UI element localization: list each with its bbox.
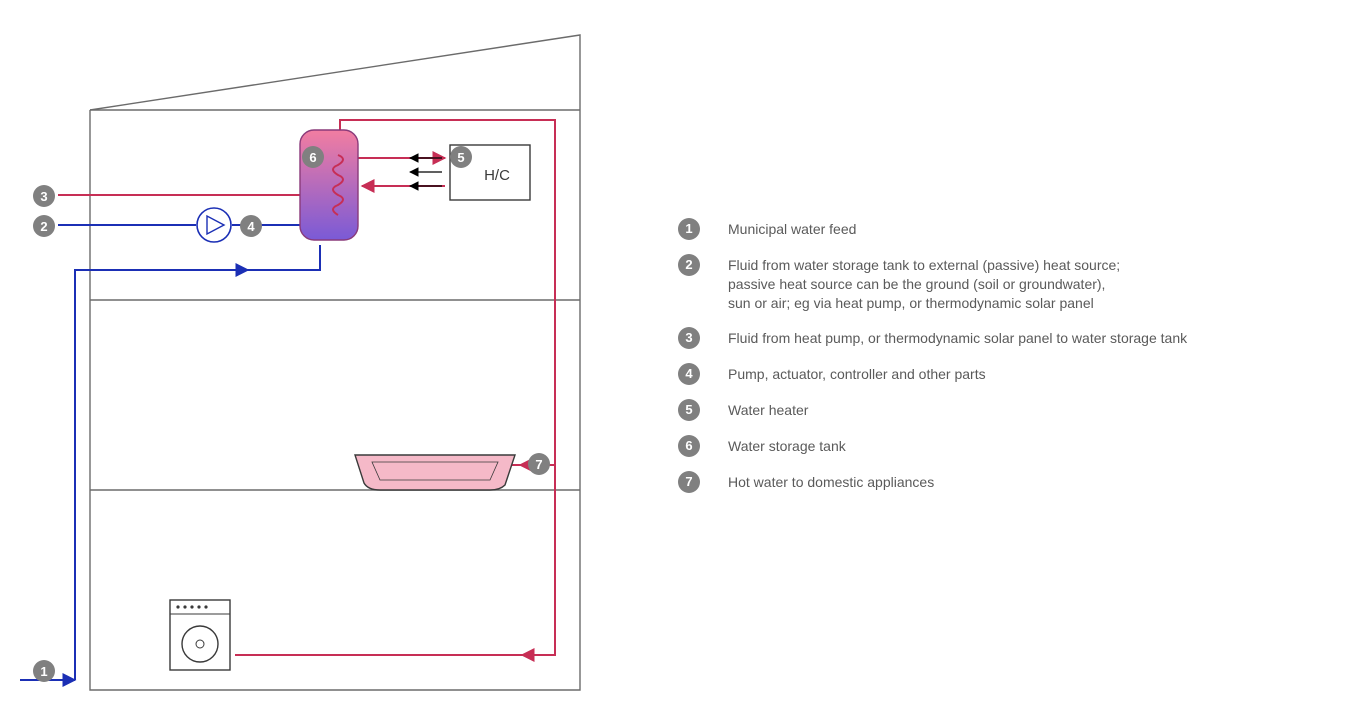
pipe-hot-to-washer [235,465,555,655]
pipe-hot-distribution [520,200,555,465]
pump [197,208,231,242]
heater-label: H/C [484,167,510,184]
legend-text: Municipal water feed [728,218,1318,239]
diagram-badge-1: 1 [33,660,55,682]
diagram-badge-7: 7 [528,453,550,475]
diagram-badge-4: 4 [240,215,262,237]
legend-text: Hot water to domestic appliances [728,471,1318,492]
legend-badge: 2 [678,254,700,276]
legend-badge: 3 [678,327,700,349]
legend-badge: 5 [678,399,700,421]
legend-row: 7 Hot water to domestic appliances [678,471,1318,493]
legend-text: Pump, actuator, controller and other par… [728,363,1318,384]
legend-badge: 1 [678,218,700,240]
legend-badge: 4 [678,363,700,385]
legend-text: Fluid from water storage tank to externa… [728,254,1318,313]
diagram-badge-2: 2 [33,215,55,237]
bathtub [355,455,515,490]
legend-text: Water storage tank [728,435,1318,456]
legend-badge: 7 [678,471,700,493]
legend-row: 5 Water heater [678,399,1318,421]
legend-text: Fluid from heat pump, or thermodynamic s… [728,327,1318,348]
diagram-svg: H/C [0,0,650,725]
legend-row: 1 Municipal water feed [678,218,1318,240]
legend-row: 6 Water storage tank [678,435,1318,457]
legend-text: Water heater [728,399,1318,420]
diagram-badge-3: 3 [33,185,55,207]
legend-row: 4 Pump, actuator, controller and other p… [678,363,1318,385]
legend-row: 2 Fluid from water storage tank to exter… [678,254,1318,313]
diagram-area: H/C 1 2 3 4 5 6 7 [0,0,650,725]
washing-machine [170,600,230,670]
legend-row: 3 Fluid from heat pump, or thermodynamic… [678,327,1318,349]
legend: 1 Municipal water feed 2 Fluid from wate… [678,218,1318,507]
legend-badge: 6 [678,435,700,457]
diagram-badge-5: 5 [450,146,472,168]
diagram-badge-6: 6 [302,146,324,168]
